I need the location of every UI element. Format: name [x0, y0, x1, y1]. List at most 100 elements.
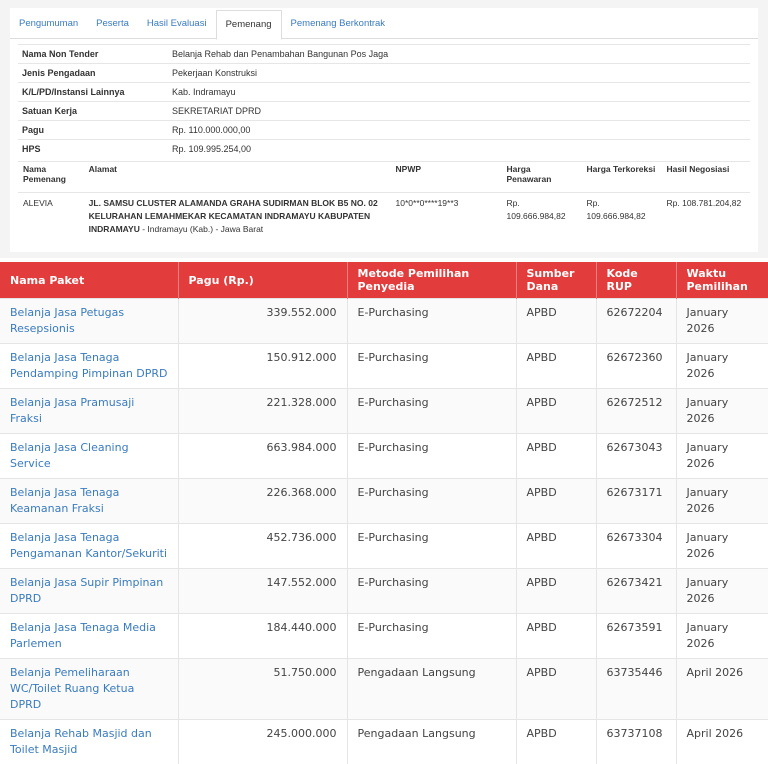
info-value: Rp. 110.000.000,00 — [168, 121, 750, 140]
package-cell: January 2026 — [676, 569, 768, 614]
package-cell: APBD — [516, 299, 596, 344]
package-header-cell: Metode Pemilihan Penyedia — [347, 262, 516, 299]
address-region: - Indramayu (Kab.) - Jawa Barat — [142, 224, 263, 234]
package-cell: January 2026 — [676, 614, 768, 659]
package-cell: Pengadaan Langsung — [347, 659, 516, 720]
info-label: K/L/PD/Instansi Lainnya — [18, 83, 168, 102]
info-label: Satuan Kerja — [18, 102, 168, 121]
package-cell: APBD — [516, 659, 596, 720]
tab[interactable]: Pemenang — [216, 10, 282, 40]
package-cell: 62672512 — [596, 389, 676, 434]
package-cell: 245.000.000 — [178, 720, 347, 764]
package-header-cell: Sumber Dana — [516, 262, 596, 299]
package-header-cell: Waktu Pemilihan — [676, 262, 768, 299]
package-cell: January 2026 — [676, 389, 768, 434]
package-cell: 51.750.000 — [178, 659, 347, 720]
package-cell: Pengadaan Langsung — [347, 720, 516, 764]
package-cell: 150.912.000 — [178, 344, 347, 389]
package-row: Belanja Jasa Tenaga Pengamanan Kantor/Se… — [0, 524, 768, 569]
package-cell: January 2026 — [676, 299, 768, 344]
package-link[interactable]: Belanja Pemeliharaan WC/Toilet Ruang Ket… — [0, 659, 178, 720]
package-cell: 62672360 — [596, 344, 676, 389]
package-link[interactable]: Belanja Jasa Tenaga Keamanan Fraksi — [0, 479, 178, 524]
winner-header-cell: NPWP — [391, 162, 502, 193]
package-cell: January 2026 — [676, 524, 768, 569]
package-cell: E-Purchasing — [347, 344, 516, 389]
package-cell: 339.552.000 — [178, 299, 347, 344]
package-link[interactable]: Belanja Jasa Petugas Resepsionis — [0, 299, 178, 344]
info-label: Nama Non Tender — [18, 45, 168, 64]
package-header-cell: Nama Paket — [0, 262, 178, 299]
package-link[interactable]: Belanja Jasa Pramusaji Fraksi — [0, 389, 178, 434]
winner-price: Rp. 109.666.984,82 — [502, 193, 582, 241]
package-cell: 184.440.000 — [178, 614, 347, 659]
package-cell: 62673421 — [596, 569, 676, 614]
winner-npwp: 10*0**0****19**3 — [391, 193, 502, 241]
package-header-cell: Kode RUP — [596, 262, 676, 299]
winner-header-cell: Alamat — [84, 162, 391, 193]
package-cell: 62673591 — [596, 614, 676, 659]
package-cell: 221.328.000 — [178, 389, 347, 434]
winner-header-cell: Harga Penawaran — [502, 162, 582, 193]
package-cell: January 2026 — [676, 344, 768, 389]
package-link[interactable]: Belanja Jasa Tenaga Pendamping Pimpinan … — [0, 344, 178, 389]
package-cell: April 2026 — [676, 659, 768, 720]
package-cell: E-Purchasing — [347, 299, 516, 344]
package-cell: APBD — [516, 720, 596, 764]
package-cell: E-Purchasing — [347, 389, 516, 434]
package-cell: E-Purchasing — [347, 569, 516, 614]
package-link[interactable]: Belanja Rehab Masjid dan Toilet Masjid — [0, 720, 178, 764]
package-cell: APBD — [516, 524, 596, 569]
package-cell: APBD — [516, 479, 596, 524]
info-label: Pagu — [18, 121, 168, 140]
package-cell: APBD — [516, 434, 596, 479]
info-value: Belanja Rehab dan Penambahan Bangunan Po… — [168, 45, 750, 64]
winner-header-cell: Harga Terkoreksi — [582, 162, 662, 193]
package-link[interactable]: Belanja Jasa Supir Pimpinan DPRD — [0, 569, 178, 614]
package-cell: 663.984.000 — [178, 434, 347, 479]
package-link[interactable]: Belanja Jasa Tenaga Media Parlemen — [0, 614, 178, 659]
info-label: Jenis Pengadaan — [18, 64, 168, 83]
package-cell: E-Purchasing — [347, 434, 516, 479]
package-link[interactable]: Belanja Jasa Cleaning Service — [0, 434, 178, 479]
info-value: Rp. 109.995.254,00 — [168, 140, 750, 159]
info-value: SEKRETARIAT DPRD — [168, 102, 750, 121]
package-link[interactable]: Belanja Jasa Tenaga Pengamanan Kantor/Se… — [0, 524, 178, 569]
tab[interactable]: Pemenang Berkontrak — [282, 10, 395, 38]
package-cell: APBD — [516, 614, 596, 659]
package-header-cell: Pagu (Rp.) — [178, 262, 347, 299]
package-cell: April 2026 — [676, 720, 768, 764]
package-cell: APBD — [516, 569, 596, 614]
package-row: Belanja Jasa Tenaga Pendamping Pimpinan … — [0, 344, 768, 389]
tab[interactable]: Pengumuman — [10, 10, 87, 38]
winner-name: ALEVIA — [18, 193, 84, 241]
tab[interactable]: Peserta — [87, 10, 138, 38]
winner-header-cell: Nama Pemenang — [18, 162, 84, 193]
package-row: Belanja Pemeliharaan WC/Toilet Ruang Ket… — [0, 659, 768, 720]
package-cell: January 2026 — [676, 434, 768, 479]
winner-address: JL. SAMSU CLUSTER ALAMANDA GRAHA SUDIRMA… — [84, 193, 391, 241]
package-cell: 452.736.000 — [178, 524, 347, 569]
package-cell: 62673171 — [596, 479, 676, 524]
tab[interactable]: Hasil Evaluasi — [138, 10, 216, 38]
package-cell: 147.552.000 — [178, 569, 347, 614]
info-value: Pekerjaan Konstruksi — [168, 64, 750, 83]
package-cell: E-Purchasing — [347, 479, 516, 524]
